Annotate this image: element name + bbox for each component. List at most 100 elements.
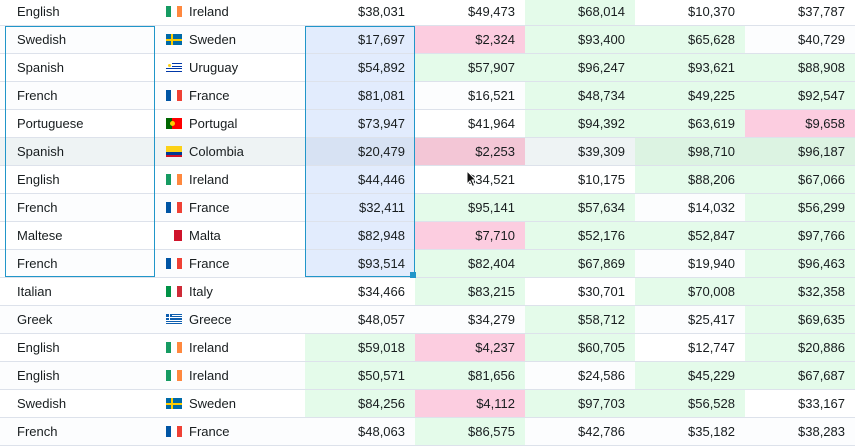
value-cell[interactable]: $92,547	[745, 82, 855, 109]
value-cell[interactable]: $52,176	[525, 222, 635, 249]
value-cell[interactable]: $59,018	[305, 334, 415, 361]
language-cell[interactable]: French	[17, 256, 58, 271]
value-cell[interactable]: $2,324	[415, 26, 525, 53]
value-cell[interactable]: $45,229	[635, 362, 745, 389]
value-cell[interactable]: $86,575	[415, 418, 525, 445]
value-cell[interactable]: $73,947	[305, 110, 415, 137]
value-cell[interactable]: $9,658	[745, 110, 855, 137]
country-cell[interactable]: Ireland	[155, 0, 305, 25]
value-cell[interactable]: $40,729	[798, 32, 845, 47]
value-cell[interactable]: $35,182	[688, 424, 735, 439]
table-row[interactable]: Swedish Sweden $84,256 $4,112 $97,703 $56,528…	[0, 390, 855, 418]
value-cell[interactable]: $81,656	[415, 362, 525, 389]
language-cell[interactable]: English	[17, 4, 60, 19]
value-cell[interactable]: $58,712	[525, 306, 635, 333]
value-cell[interactable]: $60,705	[525, 334, 635, 361]
country-cell[interactable]: Malta	[155, 222, 305, 249]
language-cell[interactable]: Spanish	[17, 144, 64, 159]
value-cell[interactable]: $37,787	[798, 4, 845, 19]
value-cell[interactable]: $57,907	[415, 54, 525, 81]
language-cell[interactable]: Swedish	[17, 396, 67, 411]
value-cell[interactable]: $96,187	[745, 138, 855, 165]
value-cell[interactable]: $83,215	[415, 278, 525, 305]
value-cell[interactable]: $93,400	[525, 26, 635, 53]
value-cell[interactable]: $63,619	[635, 110, 745, 137]
value-cell[interactable]: $96,247	[525, 54, 635, 81]
value-cell[interactable]: $14,032	[688, 200, 735, 215]
table-row[interactable]: Spanish Uruguay $54,892 $57,907 $96,247 $93,6…	[0, 54, 855, 82]
table-row[interactable]: French France $48,063 $86,575 $42,786 $35,182…	[0, 418, 855, 446]
language-cell[interactable]: Portuguese	[17, 116, 84, 131]
value-cell[interactable]: $56,528	[635, 390, 745, 417]
value-cell[interactable]: $49,473	[468, 4, 515, 19]
value-cell[interactable]: $25,417	[688, 312, 735, 327]
value-cell[interactable]: $97,766	[745, 222, 855, 249]
value-cell[interactable]: $48,057	[358, 312, 405, 327]
table-row[interactable]: French France $93,514 $82,404 $67,869 $19,940…	[0, 250, 855, 278]
value-cell[interactable]: $81,081	[305, 82, 415, 109]
value-cell[interactable]: $67,869	[525, 250, 635, 277]
value-cell[interactable]: $41,964	[468, 116, 515, 131]
country-cell[interactable]: Ireland	[155, 166, 305, 193]
value-cell[interactable]: $38,031	[358, 4, 405, 19]
table-row[interactable]: Portuguese Portugal $73,947 $41,964 $94,392 $…	[0, 110, 855, 138]
language-cell[interactable]: French	[17, 200, 58, 215]
value-cell[interactable]: $39,309	[578, 144, 625, 159]
language-cell[interactable]: Italian	[17, 284, 52, 299]
value-cell[interactable]: $48,063	[358, 424, 405, 439]
country-cell[interactable]: Portugal	[155, 110, 305, 137]
value-cell[interactable]: $93,621	[635, 54, 745, 81]
value-cell[interactable]: $54,892	[305, 54, 415, 81]
value-cell[interactable]: $20,886	[745, 334, 855, 361]
value-cell[interactable]: $52,847	[635, 222, 745, 249]
value-cell[interactable]: $4,112	[415, 390, 525, 417]
language-cell[interactable]: English	[17, 172, 60, 187]
value-cell[interactable]: $97,703	[525, 390, 635, 417]
country-cell[interactable]: France	[155, 250, 305, 277]
value-cell[interactable]: $67,687	[745, 362, 855, 389]
country-cell[interactable]: Sweden	[155, 26, 305, 53]
table-row[interactable]: Swedish Sweden $17,697 $2,324 $93,400 $65,628…	[0, 26, 855, 54]
country-cell[interactable]: Italy	[155, 278, 305, 305]
value-cell[interactable]: $49,225	[635, 82, 745, 109]
value-cell[interactable]: $95,141	[415, 194, 525, 221]
value-cell[interactable]: $30,701	[578, 284, 625, 299]
value-cell[interactable]: $34,521	[468, 172, 515, 187]
language-cell[interactable]: Spanish	[17, 60, 64, 75]
value-cell[interactable]: $50,571	[305, 362, 415, 389]
value-cell[interactable]: $32,411	[305, 194, 415, 221]
value-cell[interactable]: $42,786	[578, 424, 625, 439]
value-cell[interactable]: $57,634	[525, 194, 635, 221]
value-cell[interactable]: $94,392	[525, 110, 635, 137]
value-cell[interactable]: $88,908	[745, 54, 855, 81]
value-cell[interactable]: $69,635	[745, 306, 855, 333]
value-cell[interactable]: $34,466	[358, 284, 405, 299]
value-cell[interactable]: $65,628	[635, 26, 745, 53]
country-cell[interactable]: France	[155, 418, 305, 445]
country-cell[interactable]: Sweden	[155, 390, 305, 417]
country-cell[interactable]: Greece	[155, 306, 305, 333]
value-cell[interactable]: $82,948	[305, 222, 415, 249]
value-cell[interactable]: $16,521	[468, 88, 515, 103]
value-cell[interactable]: $7,710	[415, 222, 525, 249]
value-cell[interactable]: $34,279	[468, 312, 515, 327]
value-cell[interactable]: $32,358	[745, 278, 855, 305]
country-cell[interactable]: Ireland	[155, 334, 305, 361]
value-cell[interactable]: $24,586	[578, 368, 625, 383]
country-cell[interactable]: France	[155, 194, 305, 221]
fill-handle[interactable]	[410, 272, 416, 278]
value-cell[interactable]: $17,697	[305, 26, 415, 53]
value-cell[interactable]: $38,283	[798, 424, 845, 439]
table-row[interactable]: Greek Greece $48,057 $34,279 $58,712 $25,417 $…	[0, 306, 855, 334]
table-row[interactable]: Spanish Colombia $20,479 $2,253 $39,309 $98,7…	[0, 138, 855, 166]
value-cell[interactable]: $20,479	[305, 138, 415, 165]
value-cell[interactable]: $10,175	[578, 172, 625, 187]
country-cell[interactable]: Ireland	[155, 362, 305, 389]
language-cell[interactable]: Greek	[17, 312, 53, 327]
value-cell[interactable]: $56,299	[745, 194, 855, 221]
value-cell[interactable]: $2,253	[415, 138, 525, 165]
value-cell[interactable]: $93,514	[305, 250, 415, 277]
value-cell[interactable]: $68,014	[525, 0, 635, 25]
value-cell[interactable]: $4,237	[415, 334, 525, 361]
language-cell[interactable]: English	[17, 368, 60, 383]
